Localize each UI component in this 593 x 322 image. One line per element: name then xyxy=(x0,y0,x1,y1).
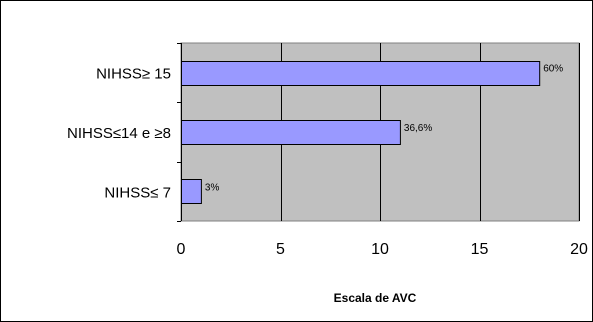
x-tick-label: 15 xyxy=(471,241,489,258)
data-label: 60% xyxy=(543,64,563,75)
category-label: NIHSS≥ 15 xyxy=(96,66,171,83)
data-label: 3% xyxy=(205,182,220,193)
bar xyxy=(181,61,541,86)
category-label: NIHSS≤14 e ≥8 xyxy=(67,125,171,142)
bar xyxy=(181,179,202,204)
x-tick-label: 5 xyxy=(276,241,285,258)
x-tick-label: 20 xyxy=(570,241,588,258)
x-tick-label: 0 xyxy=(177,241,186,258)
x-axis-title: Escala de AVC xyxy=(334,291,417,305)
labels: 0 5 10 15 20 NIHSS≥ 15 60% NIHSS≤14 e ≥8 36,6% NI… xyxy=(67,64,588,258)
bars xyxy=(181,61,541,204)
x-tick-label: 10 xyxy=(371,241,389,258)
bar xyxy=(181,120,401,145)
category-label: NIHSS≤ 7 xyxy=(104,184,171,201)
data-label: 36,6% xyxy=(404,123,432,134)
